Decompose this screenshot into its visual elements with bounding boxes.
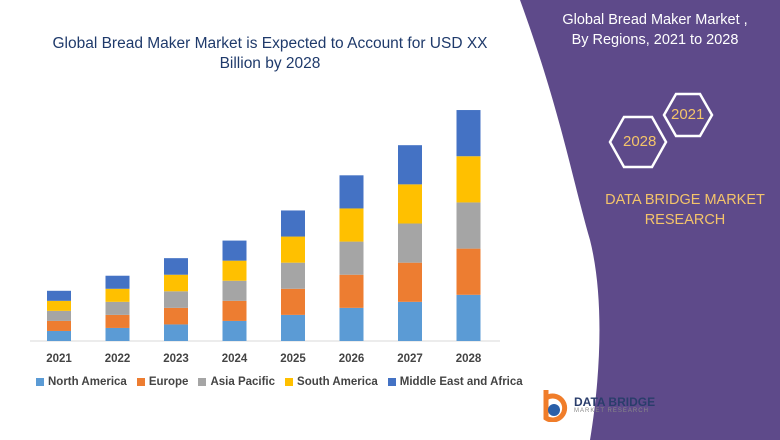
bar-2026-south-america: [339, 208, 364, 242]
x-tick-label: 2027: [397, 353, 423, 365]
brand-line2: RESEARCH: [644, 212, 726, 228]
legend-label: Asia Pacific: [210, 376, 276, 388]
legend-item: Asia Pacific: [198, 376, 275, 388]
bar-2021-north-america: [47, 330, 71, 341]
panel-title: Global Bread Maker Market , By Regions, …: [530, 10, 780, 50]
bar-2024-middle-east-and-africa: [222, 240, 247, 261]
brand-line1: DATA BRIDGE MARKET: [605, 192, 765, 208]
hex-label-2028: 2028: [623, 133, 657, 150]
bar-2023-europe: [164, 307, 188, 325]
legend-item: Middle East and Africa: [387, 376, 523, 388]
logo-name: DATA BRIDGE: [574, 395, 656, 409]
bar-2025-south-america: [281, 236, 305, 263]
bar-2027-asia-pacific: [398, 223, 422, 263]
bar-2022-south-america: [105, 288, 130, 302]
bar-2026-north-america: [339, 307, 364, 341]
x-tick-label: 2022: [105, 353, 131, 365]
bar-2023-middle-east-and-africa: [164, 258, 188, 275]
bar-2024-north-america: [222, 320, 247, 341]
x-tick-label: 2026: [339, 353, 365, 365]
bar-2022-north-america: [105, 327, 130, 341]
logo-mark-icon: [543, 390, 568, 422]
bar-2026-europe: [339, 274, 364, 308]
bar-2025-north-america: [281, 314, 305, 341]
x-tick-label: 2028: [456, 353, 482, 365]
bar-2027-middle-east-and-africa: [398, 145, 422, 185]
bar-2027-south-america: [398, 184, 422, 224]
bar-2021-asia-pacific: [47, 310, 71, 321]
legend-label: Europe: [148, 376, 189, 388]
brand-text: DATA BRIDGE MARKET RESEARCH: [590, 190, 780, 230]
x-tick-label: 2021: [46, 353, 72, 365]
bar-2024-europe: [222, 300, 247, 321]
legend-swatch: [198, 378, 207, 386]
bar-2025-asia-pacific: [281, 262, 305, 289]
hexagon-2028: [608, 115, 668, 169]
legend: North America Europe Asia Pacific South Ame…: [36, 376, 523, 388]
hexagon-2021: [662, 92, 714, 138]
legend-label: North America: [48, 376, 127, 388]
legend-label: South America: [297, 376, 378, 388]
bar-2026-middle-east-and-africa: [339, 175, 364, 209]
bar-2022-middle-east-and-africa: [105, 275, 130, 289]
x-tick-label: 2023: [163, 353, 189, 365]
bar-2027-europe: [398, 262, 422, 302]
chart-title: Global Bread Maker Market is Expected to…: [52, 35, 488, 72]
logo: DATA BRIDGE MARKET RESEARCH: [540, 388, 655, 422]
bar-2023-north-america: [164, 324, 188, 341]
bar-2022-asia-pacific: [105, 301, 130, 315]
bar-2021-south-america: [47, 300, 71, 311]
legend-swatch: [387, 378, 396, 386]
bar-2022-europe: [105, 314, 130, 328]
panel-title-line2: By Regions, 2021 to 2028: [571, 32, 739, 48]
legend-label: Middle East and Africa: [399, 376, 523, 388]
bar-2023-south-america: [164, 274, 188, 292]
logo-sub: MARKET RESEARCH: [574, 408, 649, 414]
bar-2025-europe: [281, 288, 305, 315]
bar-2021-europe: [47, 320, 71, 331]
legend-swatch: [36, 378, 44, 386]
x-tick-label: 2025: [280, 353, 306, 365]
bar-2028-middle-east-and-africa: [456, 110, 481, 157]
bar-2028-south-america: [456, 156, 481, 203]
legend-item: South America: [285, 376, 378, 388]
panel-title-line1: Global Bread Maker Market ,: [562, 12, 748, 28]
bar-2027-north-america: [398, 301, 422, 341]
bar-2028-asia-pacific: [456, 202, 481, 249]
bar-2028-europe: [456, 248, 481, 295]
bar-2024-south-america: [222, 260, 247, 281]
bar-2024-asia-pacific: [222, 280, 247, 301]
legend-item: Europe: [136, 376, 189, 388]
bar-2028-north-america: [456, 294, 481, 341]
hex-label-2021: 2021: [671, 106, 705, 123]
bar-2025-middle-east-and-africa: [281, 210, 305, 237]
legend-swatch: [136, 378, 145, 386]
bar-2026-asia-pacific: [339, 241, 364, 275]
bar-2021-middle-east-and-africa: [47, 290, 71, 301]
legend-swatch: [285, 378, 294, 386]
bar-2023-asia-pacific: [164, 291, 188, 308]
legend-item: North America: [36, 376, 127, 388]
x-tick-label: 2024: [222, 353, 248, 365]
